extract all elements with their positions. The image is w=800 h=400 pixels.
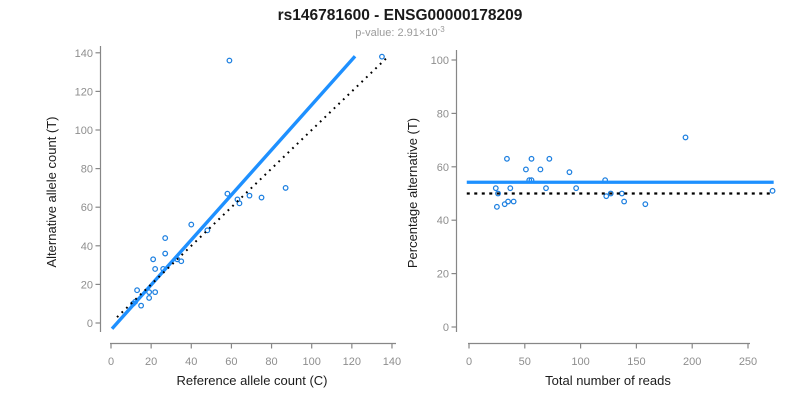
p-value-text: p-value: 2.91×10 <box>355 27 437 39</box>
data-point <box>152 289 159 296</box>
data-point <box>603 193 610 200</box>
data-point <box>138 302 145 309</box>
data-point <box>224 190 231 197</box>
y-tick-label: 100 <box>75 125 93 137</box>
x-tick-label: 120 <box>343 356 361 368</box>
y-tick-label: 60 <box>81 202 93 214</box>
x-tick-label: 0 <box>466 356 472 368</box>
left-y-axis-title: Alternative allele count (T) <box>44 116 59 267</box>
data-point <box>258 194 265 201</box>
y-tick-label: 40 <box>81 241 93 253</box>
left-axes: 0 20 40 60 80 100 120 140 0 20 40 60 80 100 120 140 <box>75 46 401 368</box>
y-tick-label: 40 <box>437 215 449 227</box>
x-tick-label: 100 <box>571 356 589 368</box>
data-point <box>379 53 385 60</box>
data-point <box>134 287 141 294</box>
x-tick-label: 50 <box>519 356 531 368</box>
data-point <box>492 185 499 192</box>
x-tick-label: 40 <box>185 356 197 368</box>
data-point <box>188 221 195 228</box>
x-tick-label: 80 <box>265 356 277 368</box>
data-point <box>621 198 628 205</box>
x-tick-label: 150 <box>627 356 645 368</box>
data-point <box>607 190 614 197</box>
left-data-marks <box>110 53 387 330</box>
left-x-axis-title: Reference allele count (C) <box>176 373 327 388</box>
data-point <box>510 198 517 205</box>
data-point <box>507 185 514 192</box>
data-point <box>236 200 243 207</box>
y-tick-label: 0 <box>443 322 449 334</box>
data-point <box>769 187 776 194</box>
data-point <box>573 185 580 192</box>
data-point <box>543 185 549 192</box>
right-x-axis-title: Total number of reads <box>545 373 671 388</box>
data-point <box>162 250 169 257</box>
left-scatter-plot: 0 20 40 60 80 100 120 140 0 20 40 60 80 100 120 140 Ref… <box>44 46 401 388</box>
x-tick-label: 60 <box>225 356 237 368</box>
y-tick-label: 120 <box>75 86 93 98</box>
data-point <box>522 166 529 173</box>
right-axes: 0 50 100 150 200 250 0 20 40 60 80 100 <box>431 50 757 368</box>
data-point <box>505 198 511 205</box>
y-tick-label: 100 <box>431 55 449 67</box>
figure-title: rs146781600 - ENSG00000178209 <box>278 7 523 24</box>
x-tick-label: 0 <box>108 356 114 368</box>
x-tick-label: 100 <box>303 356 321 368</box>
x-tick-label: 20 <box>145 356 157 368</box>
x-tick-label: 140 <box>383 356 401 368</box>
identity-line <box>116 57 387 318</box>
right-scatter-plot: 0 50 100 150 200 250 0 20 40 60 80 100 Total number… <box>405 50 776 388</box>
data-point <box>495 190 501 197</box>
p-value-exponent: -3 <box>438 25 446 34</box>
data-point <box>566 169 573 176</box>
y-tick-label: 20 <box>437 269 449 281</box>
data-point <box>146 294 153 301</box>
y-tick-label: 80 <box>81 164 93 176</box>
x-tick-label: 250 <box>739 356 757 368</box>
data-point <box>204 227 211 234</box>
y-tick-label: 0 <box>87 318 93 330</box>
data-point <box>226 57 233 64</box>
fit-line <box>110 55 357 330</box>
data-point <box>537 166 544 173</box>
y-tick-label: 60 <box>437 162 449 174</box>
data-point <box>246 192 253 199</box>
data-point <box>162 235 169 242</box>
data-point <box>504 155 510 162</box>
data-point <box>642 201 649 208</box>
x-tick-label: 200 <box>683 356 701 368</box>
data-point <box>152 266 159 272</box>
right-data-marks <box>466 134 776 210</box>
data-point <box>528 155 535 162</box>
data-point <box>493 203 500 210</box>
data-point <box>178 258 185 265</box>
data-point <box>546 155 553 162</box>
y-tick-label: 80 <box>437 108 449 120</box>
right-y-axis-title: Percentage alternative (T) <box>405 118 420 268</box>
data-point <box>618 190 625 197</box>
data-point <box>682 134 689 141</box>
data-point <box>282 184 289 191</box>
p-value-subtitle: p-value: 2.91×10-3 <box>355 25 445 39</box>
y-tick-label: 140 <box>75 48 93 60</box>
data-point <box>150 256 157 263</box>
y-tick-label: 20 <box>81 279 93 291</box>
